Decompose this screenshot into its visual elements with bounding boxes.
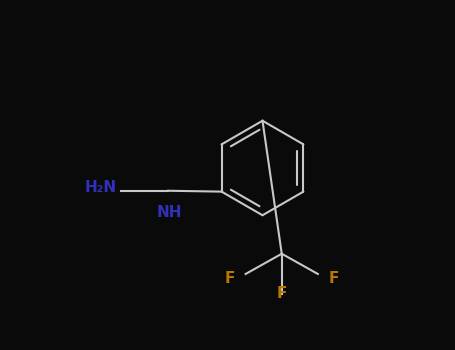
Text: F: F [329,271,339,286]
Text: F: F [277,286,287,301]
Text: H₂N: H₂N [85,180,117,195]
Text: F: F [225,271,235,286]
Text: NH: NH [157,205,182,220]
